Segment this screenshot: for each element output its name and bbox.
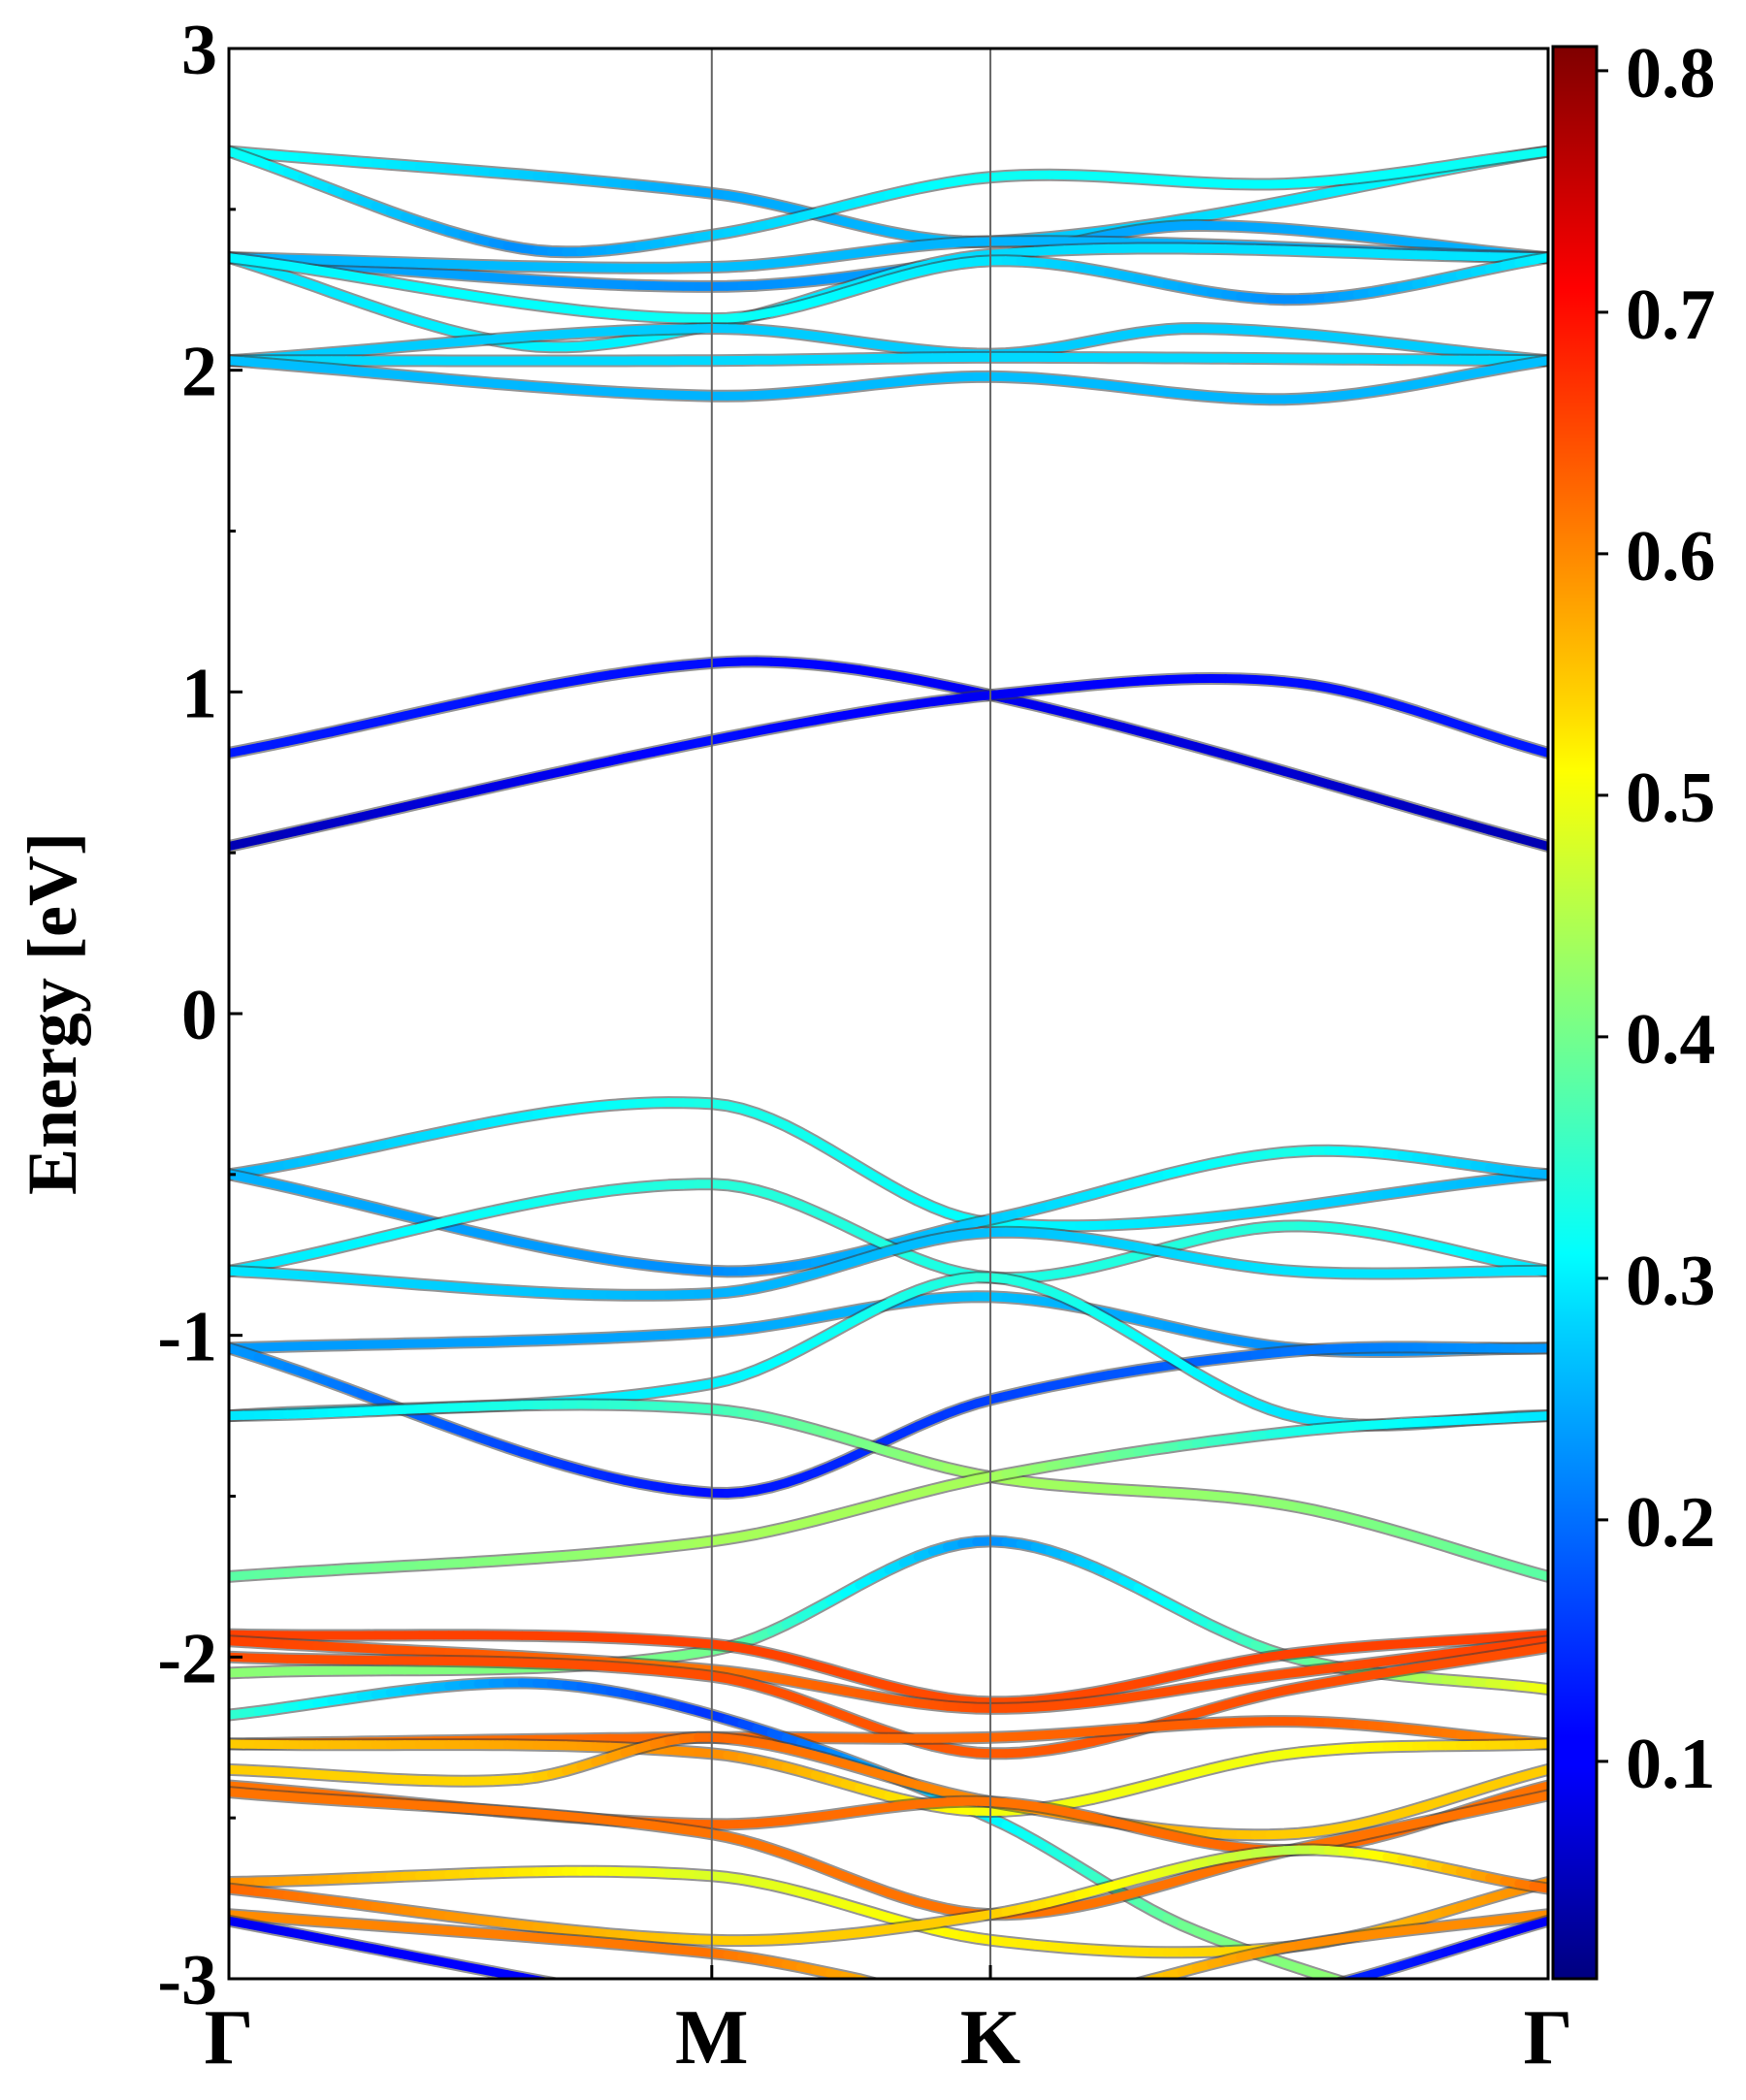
y-tick-label: -1 [157, 1298, 217, 1377]
y-axis-label: Energy [eV] [14, 832, 91, 1195]
colorbar-tick-label: 0.4 [1626, 1000, 1716, 1080]
bands-layer [229, 151, 1548, 2044]
colorbar-tick-label: 0.8 [1626, 34, 1716, 113]
band-line [229, 1103, 1548, 1226]
kpoint-label: Γ [205, 1995, 254, 2081]
kpoint-label: M [675, 1995, 749, 2081]
y-tick-label: -2 [157, 1619, 217, 1698]
colorbar-tick-label: 0.7 [1626, 275, 1716, 355]
colorbar-tick-label: 0.1 [1626, 1725, 1716, 1804]
y-tick-label: 2 [181, 333, 217, 412]
band-line [229, 357, 1548, 361]
colorbar-ticks: 0.1 0.2 0.3 0.4 0.5 0.6 0.7 0.8 [1597, 34, 1716, 1804]
y-tick-label: 3 [181, 11, 217, 90]
colorbar-tick-label: 0.3 [1626, 1242, 1716, 1321]
kpoint-label: K [960, 1995, 1020, 2081]
y-tick-label: 0 [181, 976, 217, 1055]
colorbar [1553, 47, 1597, 1979]
band-line [229, 679, 1548, 847]
colorbar-tick-label: 0.5 [1626, 759, 1716, 838]
colorbar-tick-label: 0.6 [1626, 517, 1716, 597]
colorbar-tick-label: 0.2 [1626, 1483, 1716, 1563]
y-tick-label: 1 [181, 654, 217, 733]
kpoint-label: Γ [1524, 1995, 1573, 2081]
